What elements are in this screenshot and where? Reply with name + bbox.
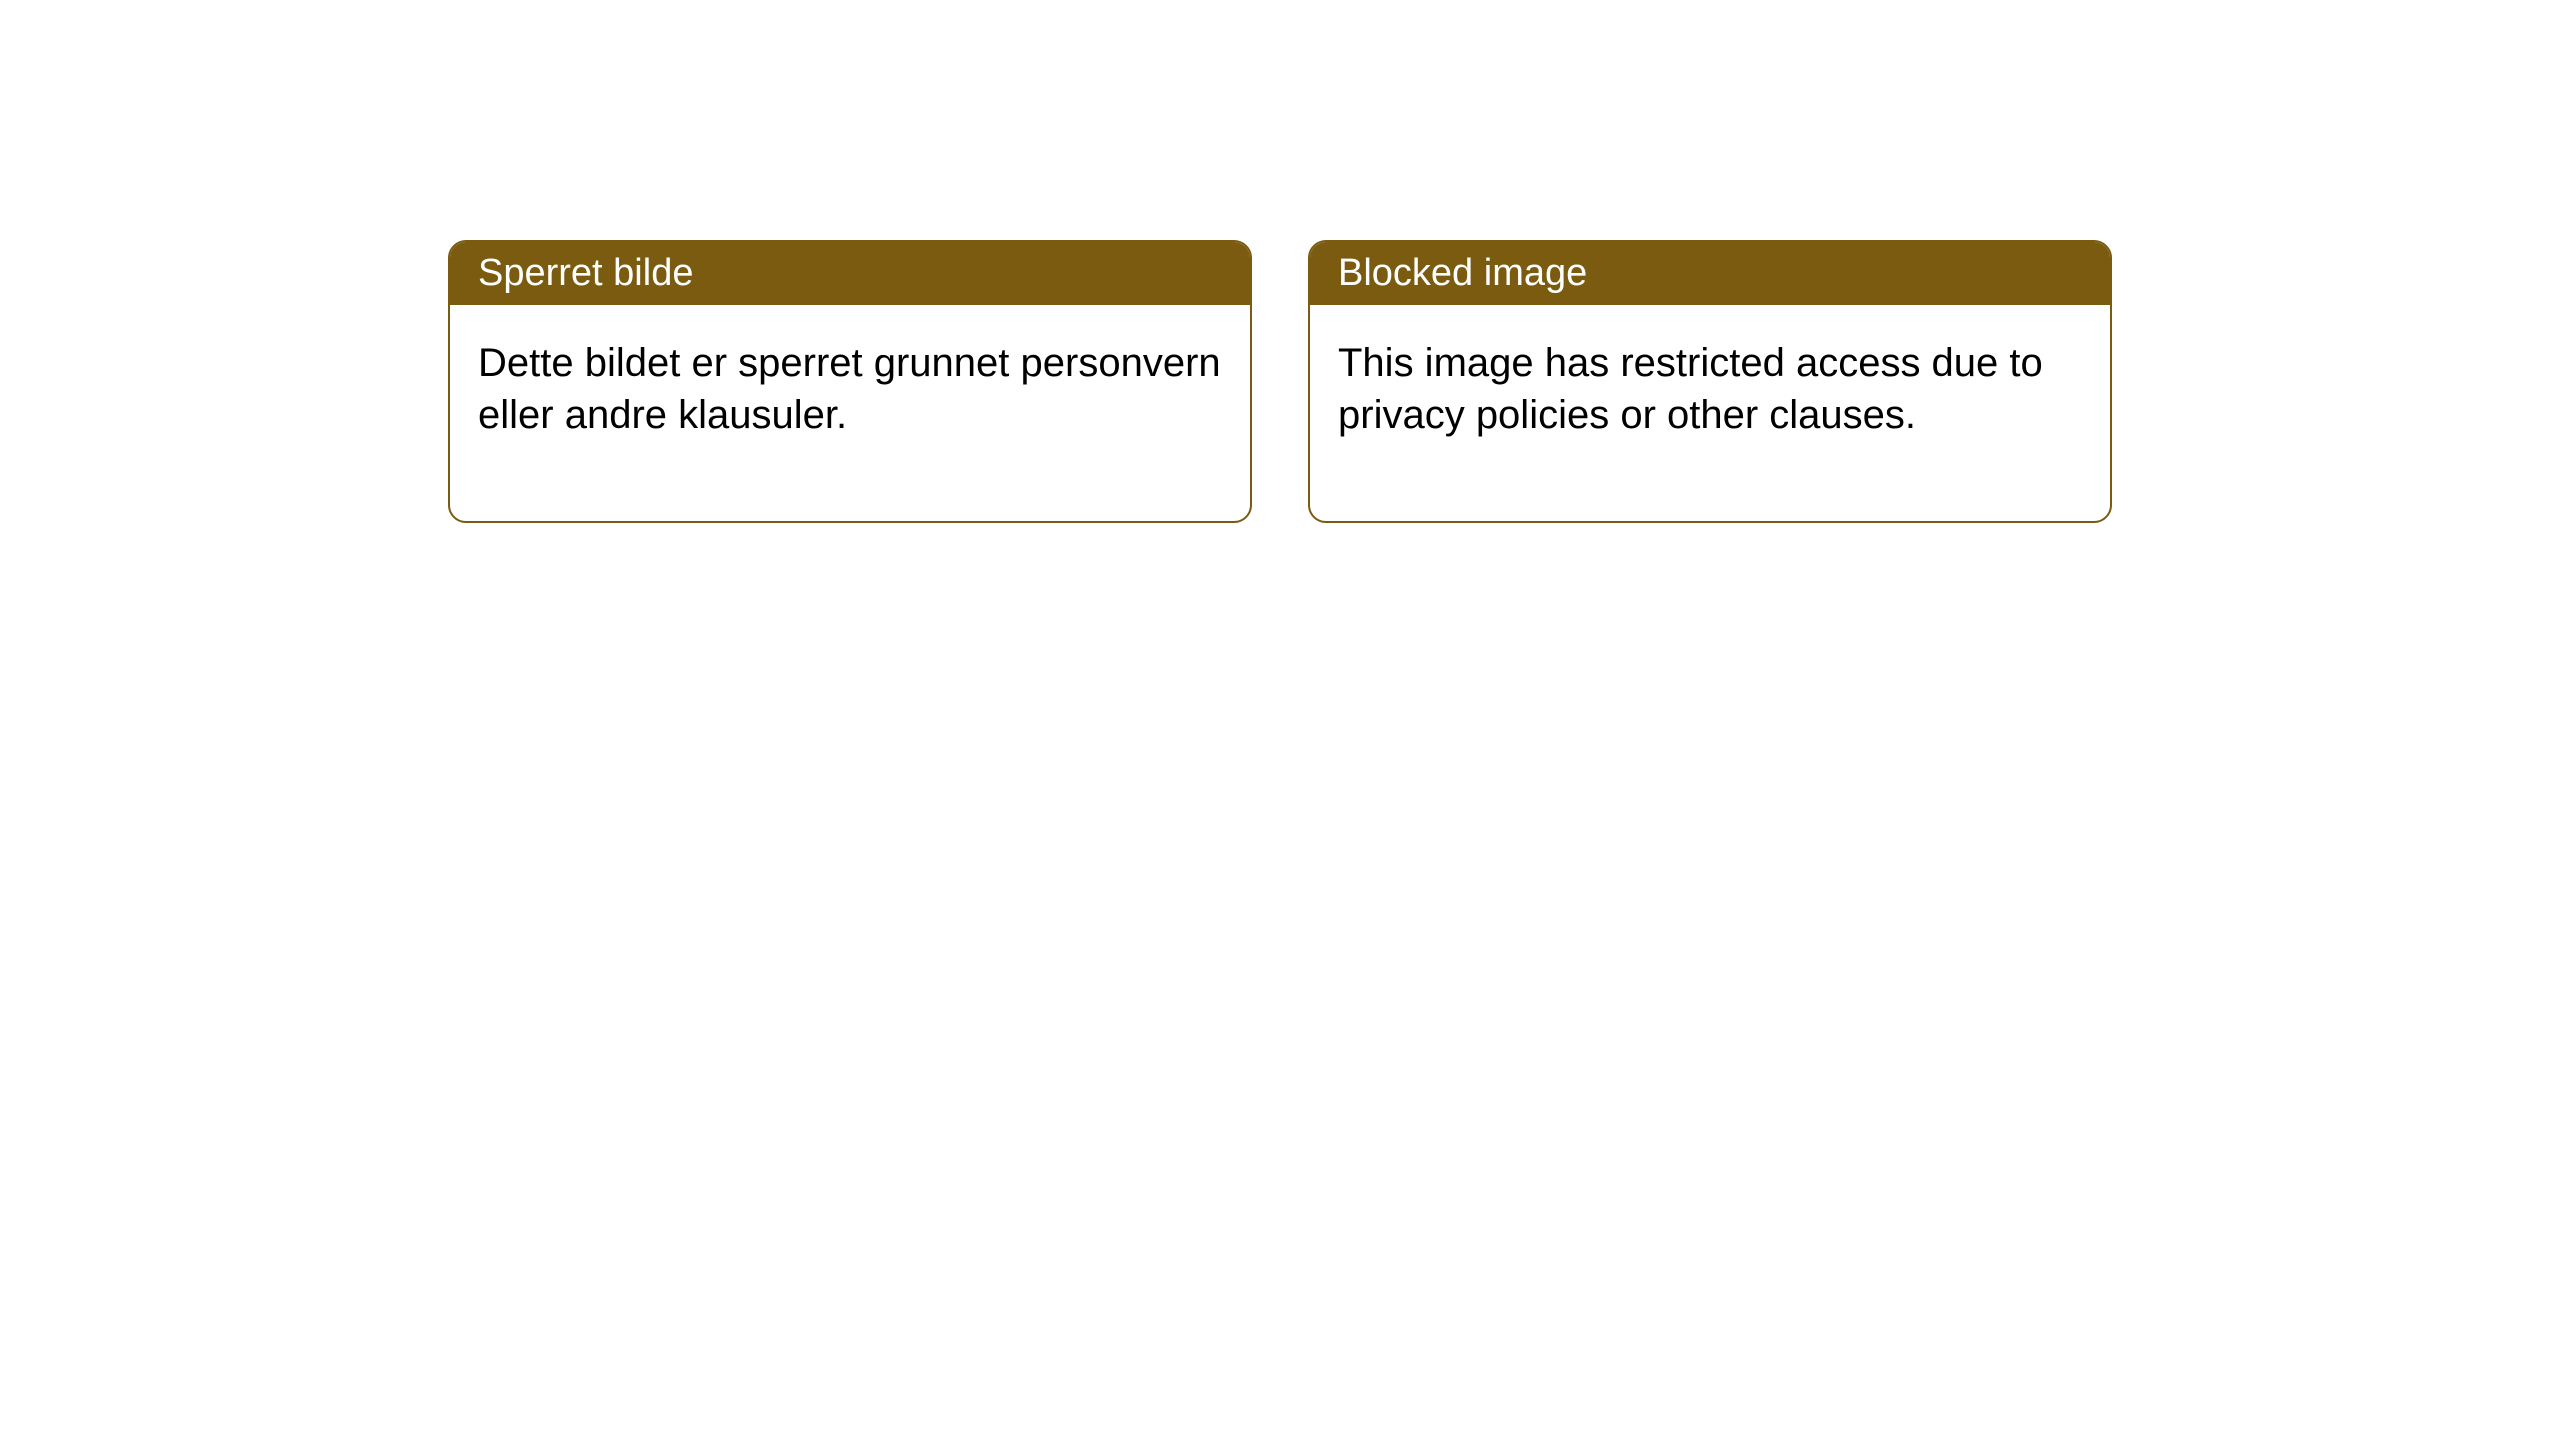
notice-header-no: Sperret bilde (450, 242, 1250, 305)
notice-container: Sperret bilde Dette bildet er sperret gr… (0, 0, 2560, 523)
notice-card-no: Sperret bilde Dette bildet er sperret gr… (448, 240, 1252, 523)
notice-header-en: Blocked image (1310, 242, 2110, 305)
notice-body-en: This image has restricted access due to … (1310, 305, 2110, 521)
notice-body-no: Dette bildet er sperret grunnet personve… (450, 305, 1250, 521)
notice-card-en: Blocked image This image has restricted … (1308, 240, 2112, 523)
